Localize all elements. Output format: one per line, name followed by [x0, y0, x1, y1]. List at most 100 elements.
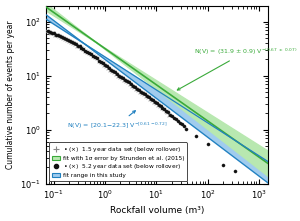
- Point: [94, 57, 99, 60]
- Point: [140, 91, 145, 95]
- Point: [100, 61, 105, 65]
- Point: [83, 49, 88, 53]
- Point: [159, 107, 164, 110]
- Point: [82, 49, 87, 53]
- Point: [71, 42, 76, 45]
- Point: [109, 68, 113, 71]
- Point: [91, 54, 96, 58]
- Point: [184, 127, 189, 130]
- X-axis label: Rockfall volume (m³): Rockfall volume (m³): [110, 206, 204, 215]
- Point: [53, 33, 58, 36]
- Point: [165, 110, 170, 114]
- Point: [137, 90, 142, 93]
- Point: [73, 43, 77, 46]
- Point: [70, 42, 75, 45]
- Point: [63, 37, 68, 41]
- Point: [89, 53, 94, 56]
- Point: [73, 43, 78, 46]
- Point: [124, 79, 129, 83]
- Point: [162, 107, 167, 111]
- Point: [158, 105, 163, 108]
- Point: [96, 59, 101, 63]
- Point: [233, 170, 238, 173]
- Point: [93, 55, 98, 59]
- Point: [53, 33, 58, 36]
- Point: [174, 118, 179, 121]
- Point: [168, 113, 173, 116]
- Point: [79, 46, 84, 50]
- Point: [180, 123, 185, 126]
- Point: [182, 125, 187, 128]
- Point: [69, 40, 74, 44]
- Point: [74, 44, 79, 48]
- Point: [105, 65, 110, 68]
- Point: [136, 88, 140, 92]
- Point: [117, 74, 122, 78]
- Point: [86, 51, 91, 55]
- Point: [46, 29, 50, 33]
- Point: [172, 116, 177, 120]
- Point: [65, 38, 70, 42]
- Point: [113, 71, 118, 74]
- Point: [152, 100, 157, 103]
- Point: [122, 78, 127, 81]
- Point: [164, 109, 169, 113]
- Point: [47, 30, 52, 33]
- Point: [127, 81, 131, 84]
- Point: [65, 38, 70, 42]
- Point: [122, 78, 127, 81]
- Point: [150, 99, 155, 102]
- Point: [134, 87, 139, 90]
- Point: [156, 103, 161, 107]
- Point: [205, 142, 210, 145]
- Point: [47, 30, 52, 33]
- Point: [59, 35, 64, 39]
- Point: [146, 95, 151, 99]
- Point: [97, 59, 102, 63]
- Point: [108, 68, 113, 71]
- Point: [155, 103, 160, 107]
- Point: [142, 93, 147, 96]
- Point: [138, 90, 143, 93]
- Point: [57, 34, 62, 38]
- Point: [85, 50, 90, 53]
- Point: [101, 61, 106, 65]
- Point: [104, 65, 109, 68]
- Point: [163, 109, 168, 113]
- Point: [121, 76, 125, 80]
- Point: [112, 71, 117, 74]
- Point: [132, 85, 136, 89]
- Point: [134, 87, 138, 90]
- Text: N(V) = (31.9 $\pm$ 0.9) V$^{-(0.67\ \pm\ 0.07)}$: N(V) = (31.9 $\pm$ 0.9) V$^{-(0.67\ \pm\…: [177, 46, 298, 90]
- Point: [116, 74, 121, 78]
- Point: [49, 31, 54, 34]
- Point: [45, 29, 50, 33]
- Point: [136, 88, 141, 92]
- Point: [160, 107, 165, 110]
- Y-axis label: Cumulative number of events per year: Cumulative number of events per year: [6, 20, 15, 169]
- Point: [126, 81, 130, 84]
- Point: [69, 40, 74, 44]
- Point: [220, 163, 225, 167]
- Point: [170, 114, 175, 118]
- Point: [87, 51, 92, 55]
- Point: [61, 36, 66, 40]
- Point: [67, 39, 72, 43]
- Point: [115, 72, 119, 75]
- Point: [79, 46, 83, 50]
- Point: [59, 35, 64, 39]
- Point: [178, 121, 183, 124]
- Point: [167, 113, 172, 116]
- Point: [130, 84, 134, 88]
- Point: [154, 101, 159, 105]
- Point: [95, 57, 100, 60]
- Point: [166, 110, 171, 114]
- Point: [118, 75, 123, 79]
- Point: [57, 34, 62, 38]
- Point: [194, 135, 199, 138]
- Point: [140, 91, 144, 95]
- Legend: $\bullet$ ($\times$)  1.5 year data set (below rollover), fit with 1σ error by S: $\bullet$ ($\times$) 1.5 year data set (…: [49, 142, 187, 181]
- Point: [52, 32, 56, 35]
- Point: [114, 72, 119, 75]
- Point: [132, 85, 137, 89]
